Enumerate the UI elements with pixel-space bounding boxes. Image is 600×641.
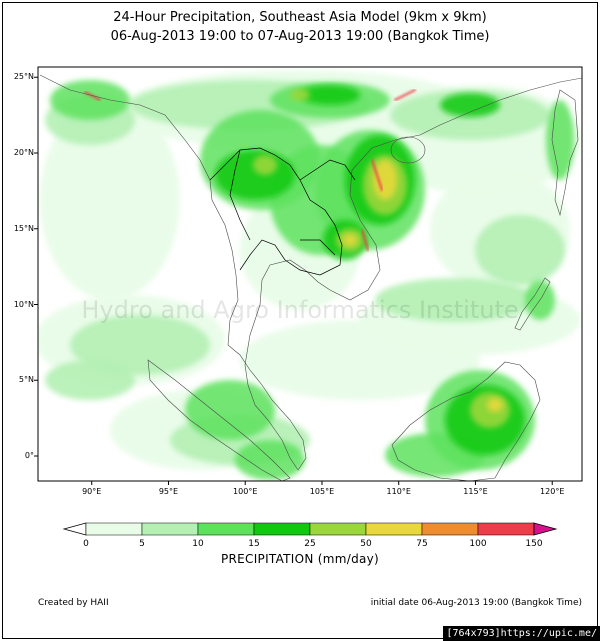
luzon-coast	[551, 89, 579, 217]
lat-label: 0°	[24, 451, 34, 460]
rain-area	[487, 398, 503, 412]
rain-area	[70, 315, 210, 375]
palawan-coast	[514, 277, 551, 331]
colorbar-tick-label: 25	[304, 539, 316, 549]
colorbar-tick-label: 10	[192, 539, 204, 549]
rain-area	[300, 85, 360, 105]
rain-area	[215, 150, 295, 200]
colorbar-tick-label: 5	[139, 539, 145, 549]
hainan-coast	[390, 136, 426, 164]
colorbar-segment	[141, 522, 199, 536]
colorbar-segment	[85, 522, 143, 536]
colorbar-segment	[477, 522, 535, 536]
colorbar	[62, 522, 558, 536]
borneo-coast	[391, 361, 541, 481]
rain-area	[375, 278, 535, 322]
colorbar-tick-label: 100	[469, 539, 487, 549]
rain-area	[373, 160, 397, 200]
rain-area	[240, 320, 480, 400]
rain-area	[546, 100, 574, 180]
rain-area	[290, 89, 310, 101]
rain-area	[343, 234, 357, 246]
colorbar-tick-label: 150	[525, 539, 543, 549]
heavy-rain-streak	[371, 159, 383, 191]
rain-area	[45, 360, 135, 400]
lat-label: 20°N	[13, 148, 34, 157]
rain-area	[235, 440, 305, 480]
sumatra-coast	[147, 359, 291, 481]
credit-text: Created by HAII	[38, 598, 109, 608]
lat-label: 15°N	[13, 223, 34, 233]
title-line-1: 24-Hour Precipitation, Southeast Asia Mo…	[113, 10, 487, 25]
lon-label: 100°E	[233, 487, 258, 496]
rain-area	[40, 100, 180, 300]
lon-label: 120°E	[540, 487, 565, 496]
axis-ticks	[34, 76, 553, 485]
colorbar-max-arrow	[533, 522, 558, 536]
lat-label: 10°N	[13, 299, 34, 309]
heavy-rain-streak	[361, 229, 369, 251]
colorbar-segment	[253, 522, 311, 536]
colorbar-segment	[365, 522, 423, 536]
initial-date-text: initial date 06-Aug-2013 19:00 (Bangkok …	[370, 598, 582, 608]
image-host-label: [764x793]https://upic.me/	[443, 626, 600, 641]
colorbar-segment	[197, 522, 255, 536]
heavy-rain-streak	[84, 91, 101, 101]
colorbar-segment	[421, 522, 479, 536]
heavy-rain-streak	[394, 89, 416, 101]
mainland-coast	[39, 74, 582, 471]
precipitation-field	[38, 70, 580, 480]
colorbar-min-arrow	[62, 522, 87, 536]
lon-label: 95°E	[158, 487, 179, 496]
lon-label: 105°E	[309, 487, 335, 496]
title-line-2: 06-Aug-2013 19:00 to 07-Aug-2013 19:00 (…	[110, 29, 490, 44]
colorbar-tick-label: 15	[248, 539, 260, 549]
colorbar-tick-label: 0	[83, 539, 89, 549]
watermark-text: Hydro and Agro Informatics Institute	[81, 296, 518, 324]
map-border	[37, 66, 583, 482]
rain-area	[475, 215, 565, 285]
rain-area	[440, 93, 500, 117]
lon-label: 90°E	[82, 487, 102, 496]
colorbar-title: PRECIPITATION (mm/day)	[220, 552, 380, 566]
rain-area	[253, 155, 277, 175]
lat-label: 5°N	[18, 375, 34, 385]
coastlines	[39, 74, 582, 481]
country-borders	[209, 147, 356, 276]
colorbar-tick-label: 50	[360, 539, 372, 549]
lon-label: 110°E	[386, 487, 411, 496]
lon-label: 115°E	[463, 487, 488, 496]
colorbar-segment	[309, 522, 367, 536]
rain-area	[185, 380, 275, 440]
lat-label: 25°N	[13, 72, 34, 82]
colorbar-tick-label: 75	[416, 539, 428, 549]
